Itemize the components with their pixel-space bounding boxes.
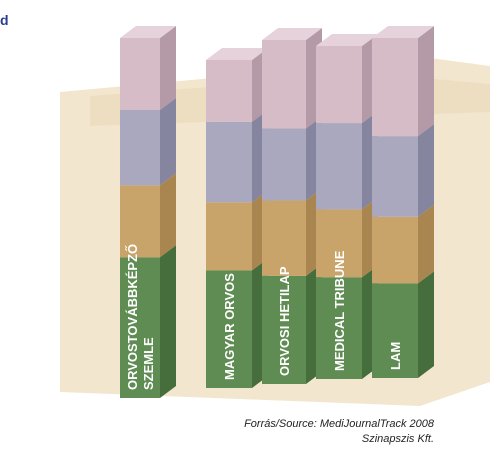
bar-top-face xyxy=(372,26,434,38)
bar-segment-front xyxy=(120,185,160,258)
category-label: ORVOSI HETILAP xyxy=(277,266,292,376)
bar-segment-front xyxy=(372,38,418,137)
bar-3: ORVOSI HETILAP xyxy=(262,28,322,384)
bar-segment-front xyxy=(316,277,362,379)
bar-segment-side xyxy=(418,124,434,217)
bar-segment-side xyxy=(160,245,176,398)
bar-segment-front xyxy=(206,60,252,122)
bar-segment-side xyxy=(160,98,176,186)
bar-segment-front xyxy=(316,209,362,278)
category-label: MEDICAL TRIBUNE xyxy=(332,250,347,371)
category-label-line: ORVOSTOVÁBBKÉPZŐ xyxy=(125,244,140,390)
bar-segment-front xyxy=(206,270,252,388)
bar-segment-front xyxy=(120,38,160,110)
bar-segment-front xyxy=(262,40,306,129)
category-label-line: MEDICAL TRIBUNE xyxy=(332,250,347,371)
bar-segment-front xyxy=(316,46,362,124)
bar-1: ORVOSTOVÁBBKÉPZŐSZEMLE xyxy=(120,26,176,398)
bar-4: MEDICAL TRIBUNE xyxy=(316,34,378,379)
bar-segment-side xyxy=(418,26,434,137)
bar-segment-front xyxy=(120,257,160,398)
bar-top-face xyxy=(120,26,176,38)
bar-5: LAM xyxy=(372,26,434,378)
category-label: MAGYAR ORVOS xyxy=(222,273,237,380)
category-label: ORVOSTOVÁBBKÉPZŐSZEMLE xyxy=(125,244,156,390)
bar-segment-front xyxy=(316,123,362,210)
bar-segment-front xyxy=(120,110,160,186)
bar-segment-side xyxy=(418,271,434,378)
bar-segment-side xyxy=(418,204,434,284)
bar-2: MAGYAR ORVOS xyxy=(206,48,268,388)
bars-group: ORVOSTOVÁBBKÉPZŐSZEMLE MAGYAR ORVOS ORVOSI… xyxy=(120,26,434,398)
category-label-line: ORVOSI HETILAP xyxy=(277,266,292,376)
bar-segment-front xyxy=(262,128,306,201)
bar-segment-side xyxy=(160,173,176,258)
bar-segment-side xyxy=(160,26,176,110)
source-note: Forrás/Source: MediJournalTrack 2008 Szi… xyxy=(134,417,434,447)
bar-segment-front xyxy=(262,275,306,384)
category-label: LAM xyxy=(388,342,403,370)
source-line-2: Szinapszis Kft. xyxy=(361,433,434,445)
bar-segment-front xyxy=(372,283,418,378)
bar-top-face xyxy=(206,48,268,60)
source-line-1: Forrás/Source: MediJournalTrack 2008 xyxy=(244,418,434,430)
corner-label: d xyxy=(0,12,9,28)
bar-segment-front xyxy=(372,216,418,284)
bar-segment-front xyxy=(372,136,418,217)
category-label-line: SZEMLE xyxy=(141,337,156,390)
bar-segment-front xyxy=(262,200,306,276)
bar-segment-front xyxy=(206,202,252,271)
category-label-line: LAM xyxy=(388,342,403,370)
bar-top-face xyxy=(316,34,378,46)
category-label-line: MAGYAR ORVOS xyxy=(222,273,237,380)
bar-segment-front xyxy=(206,121,252,203)
bar-top-face xyxy=(262,28,322,40)
